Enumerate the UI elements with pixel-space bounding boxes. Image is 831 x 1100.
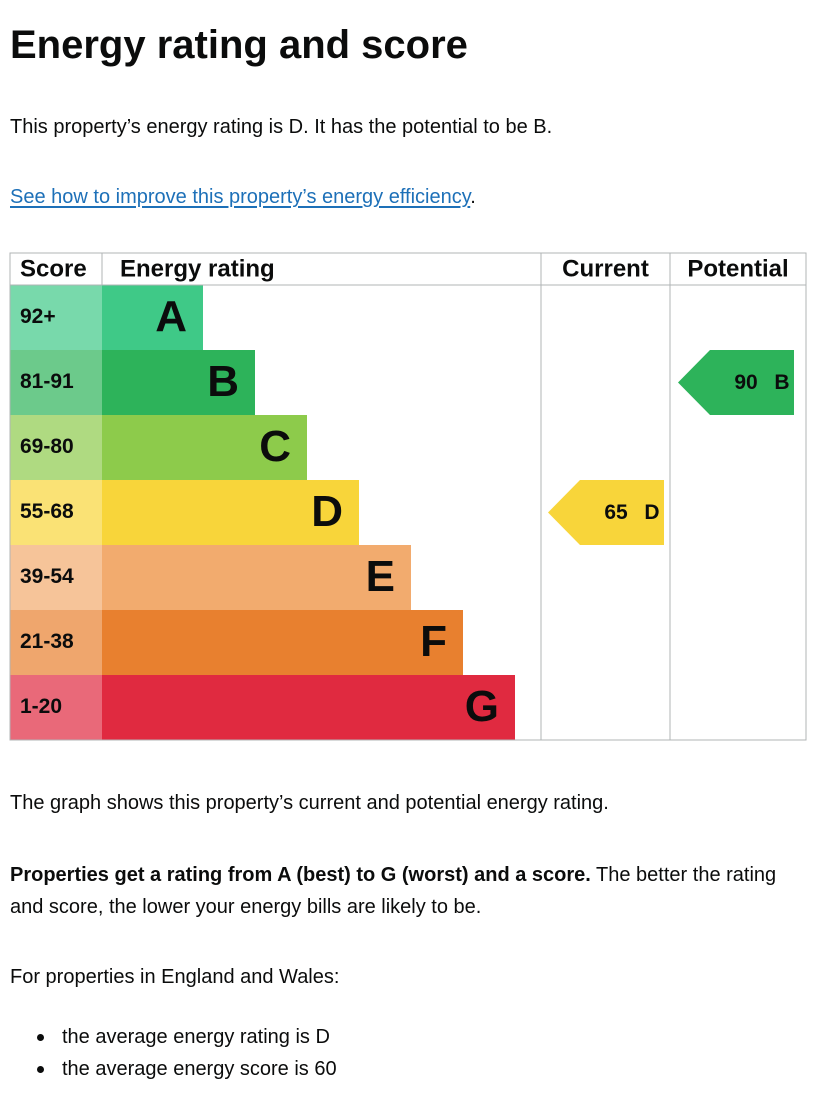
region: For properties in England and Wales: [10,966,340,988]
band-letter: B [207,357,239,406]
band-letter: G [465,682,499,731]
current-arrow [548,480,664,545]
rating-bar [102,480,359,545]
current-score: 65 [604,501,628,524]
score-range: 69-80 [20,435,74,458]
list-item: the average energy rating is D [10,1021,337,1053]
rating-bar [102,545,411,610]
heading: Energy rating and score [10,23,468,67]
rating-bar [102,285,203,350]
link-after: . [470,186,476,208]
score-cell [10,675,102,740]
energy-graph: Score Energy rating Current Potential 92+ A 81… [9,252,807,741]
rating-bar [102,415,307,480]
band-letter: E [366,552,395,601]
explain-bold: Properties get a rating from A (best) to… [10,864,591,886]
rating-bar [102,610,463,675]
explain-rest: The better the rating and score, the low… [10,864,777,918]
band-letter: D [311,487,343,536]
potential-arrow [678,350,794,415]
graph-border [9,252,807,741]
score-range: 21-38 [20,630,74,653]
intro: This property’s energy rating is D. It h… [10,116,553,138]
improve-link[interactable]: See how to improve this property’s energ… [10,186,471,208]
caption: The graph shows this property’s current … [10,792,609,814]
score-range: 1-20 [20,695,62,718]
averages-list: the average energy rating is D the avera… [10,1021,337,1085]
explain: Properties get a rating from A (best) to… [10,859,810,923]
column-header: Current [562,255,649,282]
rating-bar [102,675,515,740]
score-range: 92+ [20,305,56,328]
band-letter: F [420,617,447,666]
score-cell [10,610,102,675]
column-header: Score [20,255,87,282]
score-cell [10,480,102,545]
column-header: Potential [687,255,788,282]
link-line: See how to improve this property’s energ… [10,181,476,213]
score-cell [10,545,102,610]
band-letter: A [155,292,187,341]
score-cell [10,350,102,415]
potential-score: 90 [734,371,757,394]
score-cell [10,415,102,480]
column-header: Energy rating [120,255,275,282]
score-range: 81-91 [20,370,74,393]
band-letter: C [259,422,291,471]
rating-bar [102,350,255,415]
list-item: the average energy score is 60 [10,1053,337,1085]
score-cell [10,285,102,350]
current-letter: D [644,501,659,524]
score-range: 55-68 [20,500,74,523]
potential-letter: B [774,371,789,394]
score-range: 39-54 [20,565,74,588]
